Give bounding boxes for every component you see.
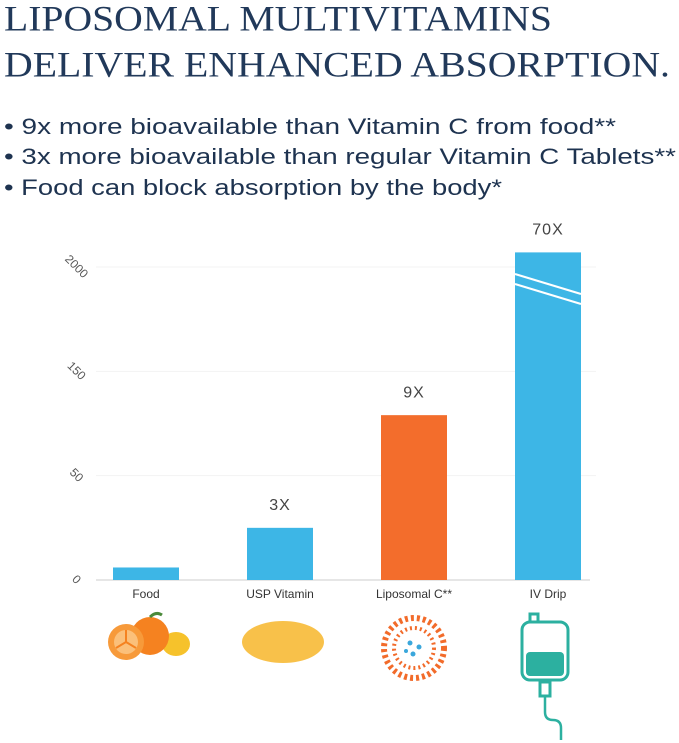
orange-icon bbox=[108, 611, 190, 660]
bullet: • 3x more bioavailable than regular Vita… bbox=[4, 144, 677, 169]
y-tick-label: 2000 bbox=[62, 252, 91, 281]
bar bbox=[381, 415, 447, 580]
bar-label: 9X bbox=[403, 384, 425, 401]
bar bbox=[113, 567, 179, 580]
bar-label: 70X bbox=[532, 222, 563, 239]
bullet: • 9x more bioavailable than Vitamin C fr… bbox=[4, 114, 617, 139]
bar bbox=[247, 527, 313, 580]
x-tick-label: Food bbox=[132, 587, 159, 601]
x-tick-label: Liposomal C** bbox=[376, 587, 452, 601]
x-tick-label: IV Drip bbox=[530, 587, 567, 601]
title-line: DELIVER ENHANCED ABSORPTION. bbox=[4, 44, 670, 84]
bullet: • Food can block absorption by the body* bbox=[4, 175, 503, 200]
title-line: LIPOSOMAL MULTIVITAMINS bbox=[4, 0, 552, 38]
x-tick-label: USP Vitamin bbox=[246, 587, 314, 601]
liposome-icon bbox=[381, 615, 447, 681]
pill-icon bbox=[242, 621, 324, 663]
iv-bag-icon bbox=[520, 612, 570, 740]
y-tick-label: 150 bbox=[65, 359, 89, 383]
bar bbox=[515, 252, 581, 581]
y-tick-label: 0 bbox=[69, 572, 84, 587]
y-tick-label: 50 bbox=[67, 465, 87, 485]
icons bbox=[108, 611, 570, 740]
axis-break bbox=[514, 273, 582, 305]
bar-label: 3X bbox=[269, 497, 291, 514]
